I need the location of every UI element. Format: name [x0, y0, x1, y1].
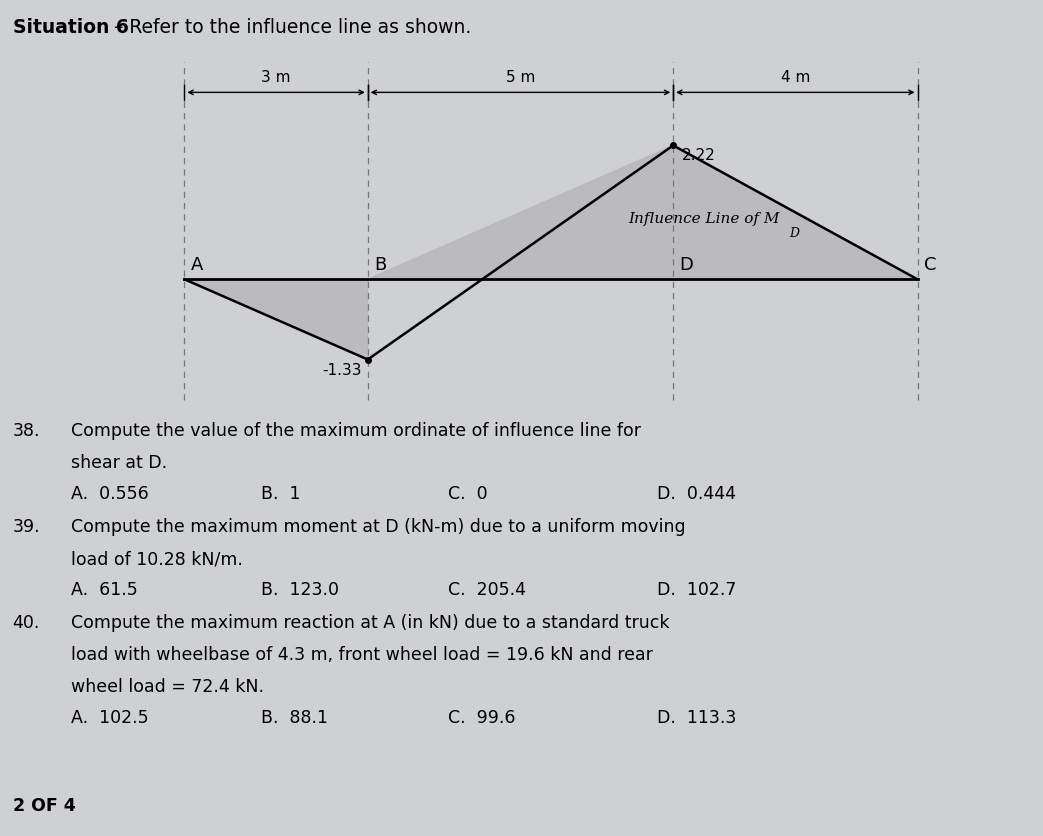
Text: Compute the maximum reaction at A (in kN) due to a standard truck: Compute the maximum reaction at A (in kN…: [71, 614, 670, 633]
Text: Compute the maximum moment at D (kN-m) due to a uniform moving: Compute the maximum moment at D (kN-m) d…: [71, 518, 685, 537]
Polygon shape: [185, 279, 368, 359]
Polygon shape: [368, 145, 918, 279]
Text: 5 m: 5 m: [506, 70, 535, 85]
Text: C.  99.6: C. 99.6: [448, 709, 516, 727]
Text: A: A: [191, 257, 203, 274]
Text: B.  88.1: B. 88.1: [261, 709, 328, 727]
Text: A.  0.556: A. 0.556: [71, 485, 149, 503]
Text: 3 m: 3 m: [262, 70, 291, 85]
Text: D.  113.3: D. 113.3: [657, 709, 736, 727]
Text: load with wheelbase of 4.3 m, front wheel load = 19.6 kN and rear: load with wheelbase of 4.3 m, front whee…: [71, 646, 653, 665]
Text: Situation 6: Situation 6: [13, 18, 128, 38]
Text: D.  0.444: D. 0.444: [657, 485, 736, 503]
Text: C.  0: C. 0: [448, 485, 488, 503]
Text: 40.: 40.: [13, 614, 40, 633]
Text: wheel load = 72.4 kN.: wheel load = 72.4 kN.: [71, 678, 264, 696]
Text: Influence Line of M: Influence Line of M: [628, 212, 779, 226]
Text: D.  102.7: D. 102.7: [657, 581, 736, 599]
Text: D: D: [790, 227, 799, 240]
Text: 2.22: 2.22: [682, 149, 717, 164]
Text: load of 10.28 kN/m.: load of 10.28 kN/m.: [71, 550, 243, 568]
Text: -1.33: -1.33: [322, 363, 362, 378]
Text: A.  61.5: A. 61.5: [71, 581, 138, 599]
Text: B.  1: B. 1: [261, 485, 300, 503]
Text: shear at D.: shear at D.: [71, 454, 167, 472]
Text: B.  123.0: B. 123.0: [261, 581, 339, 599]
Text: A.  102.5: A. 102.5: [71, 709, 148, 727]
Text: D: D: [679, 257, 694, 274]
Text: 2 OF 4: 2 OF 4: [13, 797, 75, 815]
Text: – Refer to the influence line as shown.: – Refer to the influence line as shown.: [108, 18, 471, 38]
Text: C: C: [924, 257, 937, 274]
Text: C.  205.4: C. 205.4: [448, 581, 527, 599]
Text: 4 m: 4 m: [780, 70, 810, 85]
Text: B: B: [373, 257, 386, 274]
Text: Compute the value of the maximum ordinate of influence line for: Compute the value of the maximum ordinat…: [71, 422, 641, 441]
Text: 39.: 39.: [13, 518, 40, 537]
Text: 38.: 38.: [13, 422, 40, 441]
